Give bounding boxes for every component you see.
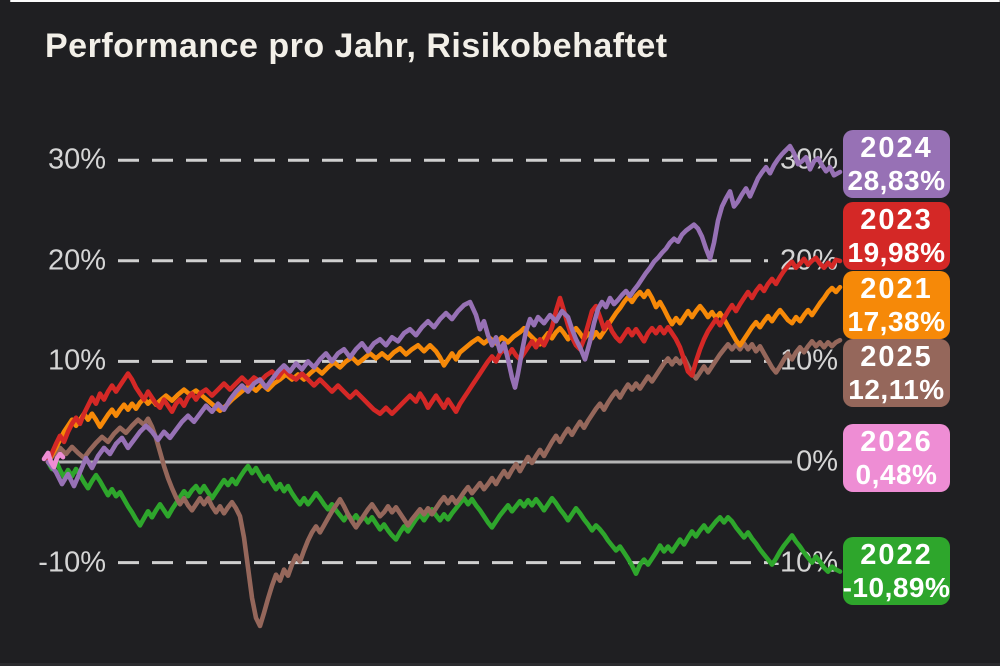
legend-badge-2024: 2024 28,83% [843, 130, 950, 198]
legend-value: 28,83% [847, 164, 946, 196]
series-line-2021 [45, 284, 843, 465]
legend-value: 0,48% [855, 458, 938, 490]
legend-year: 2024 [860, 131, 933, 164]
y-axis-right-label-20: 20% [779, 244, 838, 277]
legend-badge-2026: 2026 0,48% [843, 424, 950, 492]
legend-value: 12,11% [848, 373, 945, 405]
legend-badge-2025: 2025 12,11% [843, 339, 950, 407]
series-line-2023 [45, 255, 843, 465]
series-line-2025 [45, 337, 843, 629]
y-axis-left-label-20: 20% [47, 244, 106, 277]
legend-value: 17,38% [847, 305, 946, 337]
y-axis-left-label-neg10: -10% [38, 546, 106, 579]
legend-year: 2023 [860, 203, 933, 236]
legend-value: -10,89% [842, 571, 951, 603]
legend-year: 2026 [860, 425, 933, 458]
series-line-2024 [45, 143, 843, 489]
legend-year: 2021 [860, 272, 933, 305]
legend-year: 2022 [860, 538, 933, 571]
legend-year: 2025 [860, 340, 933, 373]
legend-badge-2021: 2021 17,38% [843, 271, 950, 339]
panel-top-border [10, 0, 1000, 2]
chart-title: Performance pro Jahr, Risikobehaftet [45, 27, 668, 65]
legend-badge-2023: 2023 19,98% [843, 202, 950, 270]
legend-badge-2022: 2022 -10,89% [843, 537, 950, 605]
y-axis-right-label-10: 10% [779, 344, 838, 377]
y-axis-left-label-30: 30% [47, 143, 106, 176]
y-axis-right-label-0: 0% [796, 445, 838, 478]
legend-value: 19,98% [847, 236, 946, 268]
y-axis-left-label-10: 10% [47, 344, 106, 377]
series-line-2022 [45, 458, 843, 577]
panel-bottom-strip [0, 663, 1000, 666]
series-line-2026 [41, 450, 66, 470]
